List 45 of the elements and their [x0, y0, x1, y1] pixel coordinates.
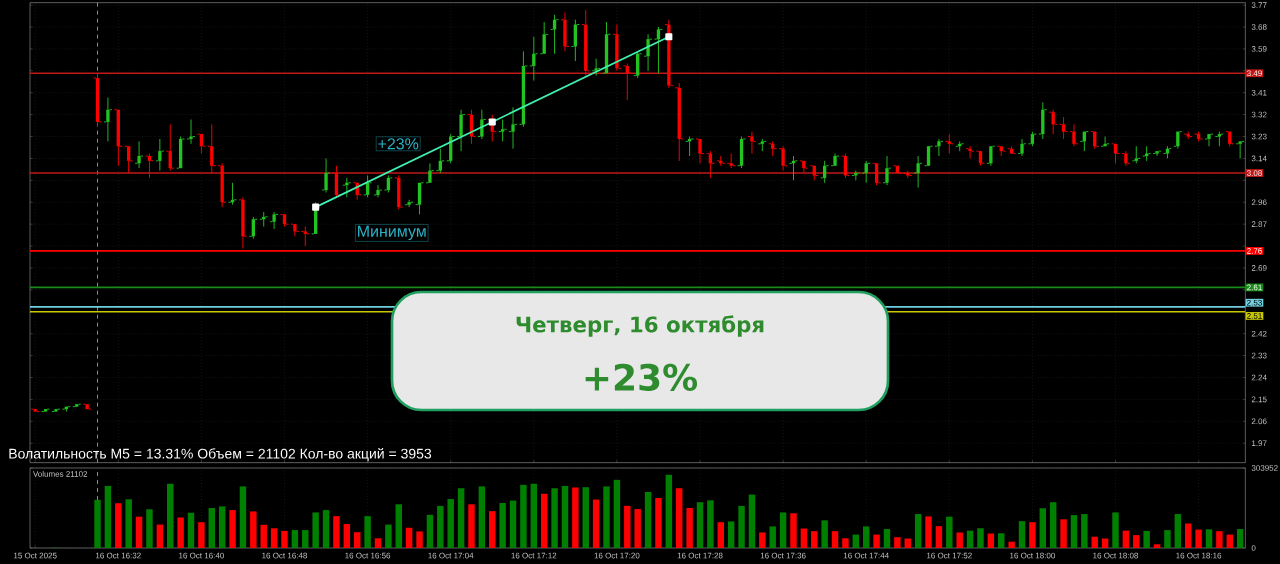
y-tick-label: 3.41 [1251, 89, 1267, 96]
y-tick-label: 303952 [1251, 465, 1278, 471]
ref-line-label: 2.61 [1247, 284, 1262, 291]
x-tick-label: 16 Oct 17:44 [843, 552, 889, 559]
x-tick-label: 16 Oct 16:48 [262, 552, 308, 559]
annotation: Четверг, 16 октября [516, 315, 764, 337]
y-tick-label: 3.14 [1251, 155, 1267, 162]
x-tick-label: 16 Oct 17:36 [760, 552, 806, 559]
chart-title: Volumes 21102 [32, 470, 88, 477]
x-tick-label: 16 Oct 17:28 [677, 552, 723, 559]
x-tick-label: 16 Oct 16:40 [179, 552, 224, 559]
y-tick-label: 3.68 [1251, 24, 1267, 30]
annotation: +23% [585, 363, 698, 391]
y-tick-label: 3.59 [1251, 46, 1267, 52]
x-tick-label: 16 Oct 16:56 [345, 552, 391, 559]
y-tick-label: 2.33 [1251, 352, 1267, 359]
y-tick-label: 2.42 [1251, 330, 1267, 337]
x-tick-label: 16 Oct 18:16 [1176, 552, 1222, 559]
x-tick-label: 16 Oct 17:52 [927, 552, 972, 559]
annotation: Волатильность M5 = 13.31% Объем = 21102 Кол-во акций = 3953 [9, 448, 432, 462]
y-tick-label: 2.69 [1251, 265, 1267, 271]
y-tick-label: 3.77 [1251, 2, 1267, 8]
ref-line-label: 2.53 [1247, 299, 1262, 306]
ref-line-label: 2.51 [1247, 313, 1262, 319]
x-tick-label: 16 Oct 17:20 [594, 552, 640, 559]
ref-line-label: 3.08 [1247, 170, 1262, 176]
annotation: Минимум [358, 225, 426, 241]
x-tick-label: 15 Oct 2025 [14, 552, 57, 559]
x-tick-label: 16 Oct 18:00 [1010, 552, 1055, 559]
x-tick-label: 16 Oct 17:12 [511, 552, 557, 559]
annotation: +23% [378, 138, 419, 150]
x-tick-label: 16 Oct 16:32 [96, 552, 141, 559]
y-tick-label: 2.87 [1251, 221, 1267, 227]
y-tick-label: 3.23 [1251, 133, 1267, 140]
y-tick-label: 2.06 [1251, 418, 1267, 425]
y-tick-label: 2.15 [1251, 396, 1267, 403]
ref-line-label: 2.76 [1247, 248, 1262, 254]
x-tick-label: 16 Oct 17:04 [428, 552, 474, 559]
y-tick-label: 2.96 [1251, 199, 1267, 206]
ref-line-label: 3.49 [1247, 70, 1262, 77]
y-tick-label: 1.97 [1252, 440, 1267, 447]
y-tick-label: 3.32 [1251, 111, 1267, 118]
y-tick-label: 0 [1251, 545, 1256, 551]
x-tick-label: 16 Oct 18:08 [1093, 552, 1139, 559]
y-tick-label: 2.24 [1251, 374, 1267, 381]
